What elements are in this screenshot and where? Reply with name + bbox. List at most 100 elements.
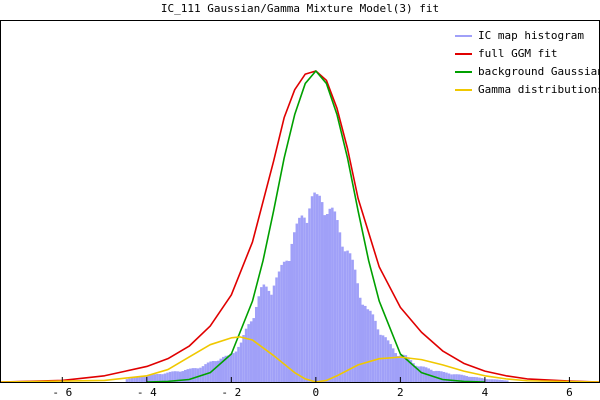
histogram-bar — [414, 365, 418, 382]
histogram-bar — [374, 320, 377, 382]
histogram-bar — [460, 374, 463, 382]
histogram-bar — [485, 379, 489, 382]
histogram-bar — [130, 377, 134, 382]
histogram-bar — [237, 346, 240, 382]
histogram-bar — [267, 290, 271, 382]
histogram-bar — [503, 380, 507, 382]
histogram-bar — [371, 314, 375, 382]
histogram-bar — [140, 376, 144, 382]
histogram-bar — [227, 355, 230, 382]
histogram-bar — [506, 380, 509, 382]
x-tick-label: 0 — [313, 386, 320, 399]
histogram-bar — [249, 321, 253, 382]
histogram-bar — [158, 374, 162, 382]
histogram-bar — [465, 376, 468, 382]
histogram-bar — [163, 373, 167, 382]
histogram-bar — [338, 232, 342, 382]
histogram-bars — [125, 192, 509, 382]
histogram-bar — [437, 370, 441, 382]
histogram-bar — [275, 277, 278, 382]
histogram-bar — [478, 377, 481, 382]
histogram-bar — [153, 374, 157, 382]
histogram-bar — [232, 353, 235, 382]
histogram-bar — [277, 271, 281, 382]
histogram-bar — [391, 348, 395, 382]
x-axis-ticks: - 6 - 4 - 2 0 2 4 6 — [52, 377, 573, 399]
histogram-bar — [417, 366, 420, 382]
histogram-bar — [470, 376, 474, 382]
histogram-bar — [183, 369, 187, 382]
histogram-bar — [204, 364, 207, 382]
histogram-bar — [356, 283, 359, 382]
histogram-bar — [404, 355, 408, 382]
histogram-bar — [148, 375, 152, 382]
histogram-bar — [138, 376, 141, 382]
histogram-bar — [265, 286, 268, 382]
histogram-bar — [493, 379, 496, 382]
histogram-bar — [384, 337, 387, 382]
histogram-bar — [333, 211, 337, 382]
histogram-bar — [409, 360, 413, 382]
histogram-bar — [176, 371, 179, 382]
histogram-bar — [262, 284, 266, 382]
histogram-bar — [440, 371, 443, 382]
histogram-bar — [285, 260, 288, 382]
histogram-bar — [247, 324, 250, 382]
histogram-bar — [143, 376, 146, 382]
histogram-bar — [201, 366, 205, 382]
x-tick-label: - 4 — [137, 386, 157, 399]
histogram-bar — [328, 208, 332, 382]
histogram-bar — [445, 372, 448, 382]
histogram-bar — [244, 328, 248, 382]
x-tick-label: - 6 — [52, 386, 72, 399]
histogram-bar — [280, 264, 283, 382]
histogram-bar — [452, 374, 456, 382]
histogram-bar — [447, 373, 451, 382]
histogram-bar — [128, 378, 131, 382]
histogram-bar — [199, 367, 202, 382]
histogram-bar — [361, 304, 365, 382]
histogram-bar — [257, 296, 261, 382]
histogram-bar — [325, 214, 329, 382]
histogram-bar — [252, 318, 255, 382]
x-tick-label: 6 — [566, 386, 573, 399]
histogram-bar — [135, 377, 139, 382]
histogram-bar — [254, 306, 258, 382]
histogram-bar — [351, 259, 354, 382]
histogram-bar — [171, 371, 174, 382]
histogram-bar — [490, 379, 494, 382]
histogram-bar — [242, 335, 245, 382]
histogram-bar — [300, 215, 304, 382]
histogram-bar — [189, 368, 192, 382]
histogram-bar — [133, 377, 136, 382]
histogram-bar — [455, 374, 458, 382]
histogram-bar — [366, 309, 370, 382]
histogram-bar — [412, 363, 415, 382]
histogram-bar — [305, 222, 309, 382]
histogram-bar — [331, 207, 334, 382]
histogram-bar — [435, 370, 438, 382]
histogram-bar — [500, 380, 504, 382]
histogram-bar — [320, 202, 324, 382]
histogram-bar — [282, 261, 286, 382]
histogram-bar — [303, 217, 306, 382]
chart-title: IC_111 Gaussian/Gamma Mixture Model(3) f… — [161, 2, 439, 15]
histogram-bar — [222, 356, 225, 382]
histogram-bar — [480, 378, 484, 382]
histogram-bar — [341, 246, 344, 382]
histogram-bar — [196, 368, 200, 382]
histogram-bar — [323, 215, 326, 382]
histogram-bar — [389, 344, 392, 382]
legend-label-full-fit: full GGM fit — [478, 47, 557, 60]
histogram-bar — [161, 374, 164, 382]
histogram-bar — [369, 310, 372, 382]
background-gaussian-line — [146, 70, 485, 383]
histogram-bar — [419, 366, 423, 382]
histogram-bar — [310, 196, 314, 382]
histogram-bar — [315, 194, 319, 382]
histogram-bar — [194, 368, 197, 382]
histogram-bar — [270, 294, 273, 382]
histogram-bar — [151, 374, 154, 382]
histogram-bar — [308, 208, 311, 382]
histogram-bar — [442, 371, 446, 382]
